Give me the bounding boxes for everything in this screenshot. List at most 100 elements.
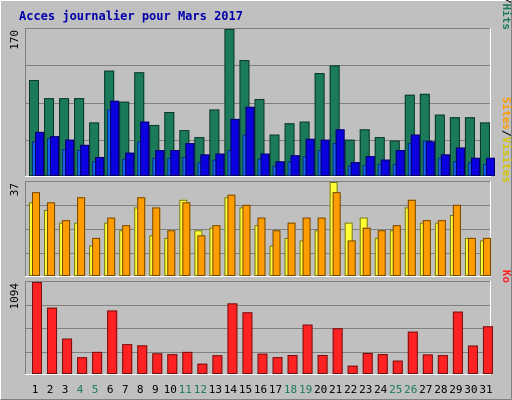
bar-fill — [62, 220, 71, 276]
bar-fill — [182, 351, 193, 374]
bar-edge — [200, 154, 210, 177]
bar-fill — [164, 112, 175, 176]
bar — [260, 153, 270, 177]
bar-fill — [317, 217, 326, 276]
bar-fill — [122, 225, 131, 276]
bar-fill — [47, 307, 58, 374]
bar-edge — [170, 150, 180, 176]
bar — [335, 129, 345, 176]
bar-edge — [152, 207, 161, 277]
bar-edge — [197, 235, 206, 276]
bar-edge — [92, 351, 103, 374]
bar-edge — [350, 162, 360, 176]
bar — [452, 311, 463, 375]
bar-fill — [470, 157, 480, 176]
bar — [350, 162, 360, 176]
bar-fill — [62, 338, 73, 374]
bar-fill — [254, 99, 265, 176]
bar-fill — [407, 331, 418, 374]
x-tick-label: 15 — [239, 383, 252, 396]
x-tick-label: 29 — [449, 383, 462, 396]
legend-visites: Visites — [500, 137, 512, 183]
panel-kb-legend: Ko — [500, 270, 512, 284]
x-tick-label: 17 — [269, 383, 282, 396]
bar-fill — [269, 134, 280, 176]
bar-edge — [272, 357, 283, 375]
bar — [35, 131, 44, 176]
bar — [470, 157, 480, 176]
bar — [62, 220, 71, 276]
bar — [332, 192, 341, 276]
bar-edge — [482, 237, 491, 276]
bar-fill — [395, 150, 405, 176]
bar-edge — [407, 331, 418, 374]
bar-fill — [467, 237, 476, 276]
bar-edge — [182, 202, 191, 276]
bar-fill — [332, 328, 343, 374]
legend-ko: Ko — [500, 270, 512, 284]
bar-fill — [482, 326, 493, 374]
bar-fill — [170, 150, 180, 176]
bar — [32, 282, 42, 374]
bar-fill — [350, 162, 360, 176]
bar-edge — [452, 204, 461, 276]
bar — [242, 312, 253, 375]
bar-edge — [257, 353, 268, 374]
bar-edge — [317, 354, 328, 374]
bar-edge — [452, 311, 463, 375]
x-tick-label: 4 — [77, 383, 84, 396]
bar — [437, 220, 446, 276]
x-tick-label: 1 — [32, 383, 39, 396]
bar-fill — [125, 152, 135, 176]
bar — [65, 139, 75, 177]
bar-edge — [470, 157, 480, 176]
bar — [95, 156, 105, 176]
x-tick-label: 21 — [329, 383, 342, 396]
bar-edge — [440, 154, 450, 177]
bar-fill — [434, 114, 445, 176]
bar-edge — [47, 307, 58, 374]
bar-edge — [482, 326, 493, 374]
bar-fill — [155, 150, 165, 176]
bar — [197, 363, 208, 375]
bar-fill — [95, 156, 105, 176]
x-tick-label: 27 — [419, 383, 432, 396]
bar-fill — [377, 354, 388, 374]
bar-fill — [449, 117, 460, 176]
bar — [287, 222, 296, 277]
bar — [485, 157, 495, 176]
bar-fill — [92, 351, 103, 374]
bar-edge — [32, 282, 42, 374]
bar — [347, 365, 358, 375]
bar-edge — [437, 220, 446, 276]
bar-fill — [167, 354, 178, 374]
bar-fill — [152, 353, 163, 374]
bar-fill — [407, 199, 416, 276]
legend-separator: / — [500, 130, 512, 137]
bar-fill — [332, 192, 341, 276]
bar-edge — [407, 199, 416, 276]
bar-edge — [77, 357, 88, 375]
bar-fill — [452, 204, 461, 276]
bar-fill — [257, 217, 266, 276]
bar-fill — [467, 345, 478, 374]
bar-fill — [137, 345, 148, 374]
bar-edge — [362, 352, 373, 374]
bar-fill — [89, 122, 100, 176]
bar-fill — [122, 344, 133, 374]
bar — [392, 225, 401, 277]
bar — [302, 324, 313, 374]
bar-edge — [437, 355, 448, 375]
bar — [287, 354, 298, 374]
bar — [80, 144, 90, 177]
bar — [77, 197, 86, 276]
bar — [242, 204, 251, 276]
bar — [107, 217, 116, 276]
bar — [407, 199, 416, 276]
series-pages — [35, 100, 495, 177]
bar-fill — [197, 235, 206, 276]
bar — [317, 354, 328, 374]
bar-edge — [197, 363, 208, 375]
bar-edge — [467, 237, 476, 276]
bar-edge — [212, 355, 223, 374]
